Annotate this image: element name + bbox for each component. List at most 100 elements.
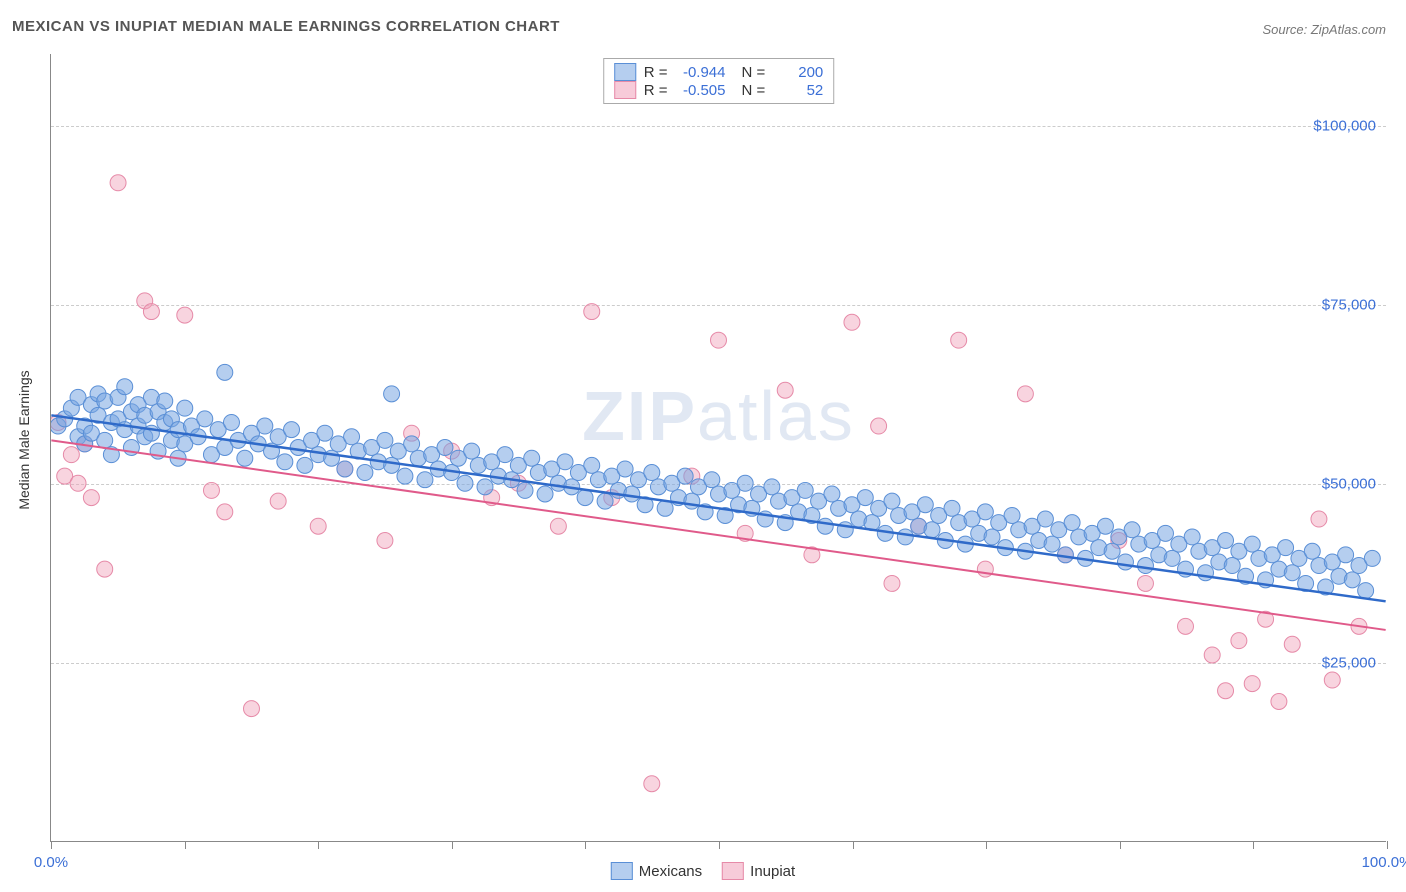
data-point <box>83 490 99 506</box>
data-point <box>1137 558 1153 574</box>
data-point <box>984 529 1000 545</box>
x-tick <box>51 841 52 849</box>
data-point <box>857 490 873 506</box>
data-point <box>1178 618 1194 634</box>
data-point <box>1284 636 1300 652</box>
stats-box: R = -0.944 N = 200 R = -0.505 N = 52 <box>603 58 835 104</box>
x-tick <box>452 841 453 849</box>
data-point <box>977 504 993 520</box>
data-point <box>157 393 173 409</box>
data-point <box>70 475 86 491</box>
legend-item-inupiat: Inupiat <box>722 862 795 880</box>
data-point <box>871 418 887 434</box>
data-point <box>1117 554 1133 570</box>
data-point <box>1324 672 1340 688</box>
data-point <box>117 379 133 395</box>
data-point <box>644 776 660 792</box>
data-point <box>297 457 313 473</box>
data-point <box>270 493 286 509</box>
data-point <box>1204 647 1220 663</box>
data-point <box>817 518 833 534</box>
data-point <box>777 382 793 398</box>
data-point <box>203 482 219 498</box>
data-point <box>1344 572 1360 588</box>
swatch-inupiat <box>614 81 636 99</box>
data-point <box>497 447 513 463</box>
data-point <box>584 457 600 473</box>
stats-row-0: R = -0.944 N = 200 <box>614 63 824 81</box>
data-point <box>1231 633 1247 649</box>
data-point <box>944 500 960 516</box>
legend-label-inupiat: Inupiat <box>750 863 795 880</box>
data-point <box>550 518 566 534</box>
data-point <box>824 486 840 502</box>
data-point <box>464 443 480 459</box>
stat-label-r: R = <box>644 82 668 99</box>
data-point <box>1271 693 1287 709</box>
data-point <box>1311 511 1327 527</box>
stat-label-r: R = <box>644 64 668 81</box>
data-point <box>924 522 940 538</box>
x-tick <box>719 841 720 849</box>
data-point <box>737 475 753 491</box>
data-point <box>1244 536 1260 552</box>
chart-container: MEXICAN VS INUPIAT MEDIAN MALE EARNINGS … <box>0 0 1406 892</box>
data-point <box>951 332 967 348</box>
x-tick <box>986 841 987 849</box>
y-axis-title: Median Male Earnings <box>16 370 32 509</box>
x-tick <box>853 841 854 849</box>
data-point <box>1284 565 1300 581</box>
data-point <box>584 304 600 320</box>
data-point <box>884 493 900 509</box>
stat-label-n: N = <box>742 64 766 81</box>
data-point <box>217 364 233 380</box>
x-tick-label: 100.0% <box>1362 854 1406 871</box>
x-tick <box>585 841 586 849</box>
stat-n-0: 200 <box>773 64 823 81</box>
trend-line <box>51 415 1385 601</box>
data-point <box>277 454 293 470</box>
x-tick <box>1253 841 1254 849</box>
x-tick <box>318 841 319 849</box>
stats-row-1: R = -0.505 N = 52 <box>614 81 824 99</box>
legend-swatch-inupiat <box>722 862 744 880</box>
data-point <box>897 529 913 545</box>
data-point <box>684 493 700 509</box>
data-point <box>357 465 373 481</box>
legend-label-mexicans: Mexicans <box>639 863 702 880</box>
data-point <box>617 461 633 477</box>
data-point <box>97 561 113 577</box>
data-point <box>1124 522 1140 538</box>
data-point <box>477 479 493 495</box>
plot-area: ZIPatlas R = -0.944 N = 200 R = -0.505 N… <box>50 54 1386 842</box>
data-point <box>457 475 473 491</box>
data-point <box>284 422 300 438</box>
data-point <box>404 436 420 452</box>
data-point <box>384 457 400 473</box>
data-point <box>337 461 353 477</box>
data-point <box>1364 550 1380 566</box>
legend: Mexicans Inupiat <box>611 862 795 880</box>
stat-n-1: 52 <box>773 82 823 99</box>
data-point <box>1198 565 1214 581</box>
data-point <box>384 386 400 402</box>
data-point <box>377 533 393 549</box>
data-point <box>1304 543 1320 559</box>
data-point <box>884 575 900 591</box>
data-point <box>417 472 433 488</box>
data-point <box>1137 575 1153 591</box>
data-point <box>1104 543 1120 559</box>
data-point <box>344 429 360 445</box>
data-point <box>397 468 413 484</box>
x-tick <box>1387 841 1388 849</box>
data-point <box>1017 386 1033 402</box>
data-point <box>1164 550 1180 566</box>
data-point <box>177 400 193 416</box>
data-point <box>844 314 860 330</box>
data-point <box>524 450 540 466</box>
data-point <box>537 486 553 502</box>
data-point <box>597 493 613 509</box>
data-point <box>917 497 933 513</box>
data-point <box>437 440 453 456</box>
data-point <box>257 418 273 434</box>
